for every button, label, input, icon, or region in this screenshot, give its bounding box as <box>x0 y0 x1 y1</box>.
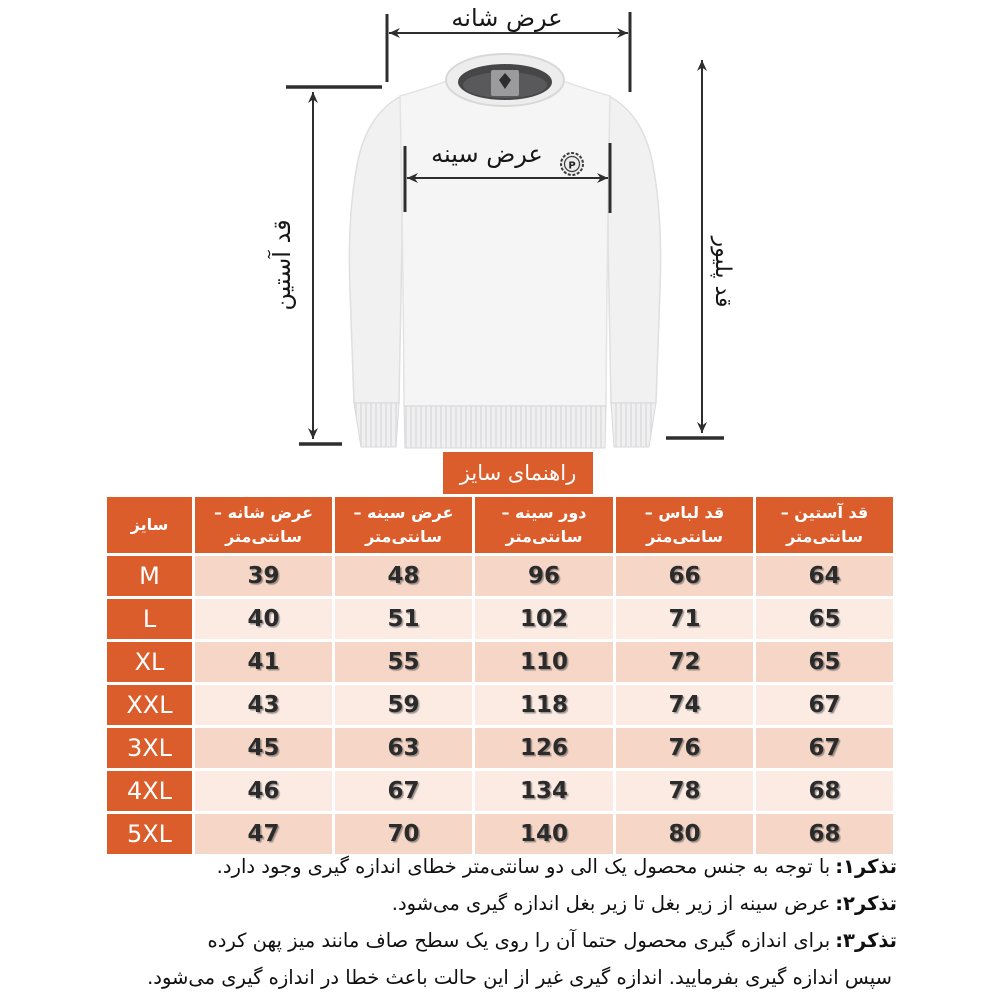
size-cell: 3XL <box>107 728 192 768</box>
table-cell: 68 <box>756 814 893 854</box>
header-line: قد آستین – <box>780 503 869 522</box>
size-cell: L <box>107 599 192 639</box>
table-row: 64 66 96 48 39 M <box>107 556 893 596</box>
table-row: 67 74 118 59 43 XXL <box>107 685 893 725</box>
header-row: قد آستین – سانتی‌متر قد لباس – سانتی‌متر… <box>107 497 893 553</box>
table-cell: 80 <box>616 814 753 854</box>
neck-label-logo-icon <box>499 73 511 89</box>
chest-width-label: عرض سینه <box>431 140 543 168</box>
table-cell: 76 <box>616 728 753 768</box>
table-cell: 102 <box>475 599 613 639</box>
table-cell: 40 <box>195 599 332 639</box>
size-cell: 5XL <box>107 814 192 854</box>
torso <box>399 77 611 407</box>
table-row: 65 72 110 55 41 XL <box>107 642 893 682</box>
size-guide-title: راهنمای سایز <box>443 452 593 494</box>
table-cell: 64 <box>756 556 893 596</box>
note-text: برای اندازه گیری محصول حتما آن را روی یک… <box>207 929 831 952</box>
header-unit: سانتی‌متر <box>786 527 863 546</box>
table-cell: 71 <box>616 599 753 639</box>
size-cell: XXL <box>107 685 192 725</box>
left-sleeve <box>348 94 403 404</box>
size-table: قد آستین – سانتی‌متر قد لباس – سانتی‌متر… <box>104 494 896 857</box>
note-text: با توجه به جنس محصول یک الی دو سانتی‌متر… <box>216 855 831 878</box>
table-cell: 51 <box>335 599 472 639</box>
chest-logo-letter: P <box>568 161 575 172</box>
header-line: دور سینه – <box>501 503 587 522</box>
table-cell: 67 <box>335 771 472 811</box>
note-prefix: تذکر۱: <box>835 855 897 878</box>
size-cell: 4XL <box>107 771 192 811</box>
table-row: 65 71 102 51 40 L <box>107 599 893 639</box>
table-cell: 39 <box>195 556 332 596</box>
note-prefix: تذکر۳: <box>835 929 897 952</box>
table-cell: 67 <box>756 728 893 768</box>
column-header-chest-width: عرض سینه – سانتی‌متر <box>335 497 472 553</box>
note-text: عرض سینه از زیر بغل تا زیر بغل اندازه گی… <box>391 892 831 915</box>
table-cell: 140 <box>475 814 613 854</box>
table-cell: 118 <box>475 685 613 725</box>
header-unit: سانتی‌متر <box>646 527 723 546</box>
table-cell: 55 <box>335 642 472 682</box>
shoulder-width-label: عرض شانه <box>451 4 562 32</box>
header-line: عرض سینه – <box>353 503 454 522</box>
size-cell: XL <box>107 642 192 682</box>
table-cell: 45 <box>195 728 332 768</box>
header-unit: سانتی‌متر <box>225 527 302 546</box>
header-line: عرض شانه – <box>214 503 313 522</box>
sweater-image: P <box>348 53 662 449</box>
table-cell: 47 <box>195 814 332 854</box>
table-cell: 41 <box>195 642 332 682</box>
sleeve-length-label: قد آستین <box>267 219 296 310</box>
right-sleeve <box>607 94 662 404</box>
table-cell: 48 <box>335 556 472 596</box>
column-header-sleeve-length: قد آستین – سانتی‌متر <box>756 497 893 553</box>
table-cell: 70 <box>335 814 472 854</box>
measurement-notes: تذکر۱:با توجه به جنس محصول یک الی دو سان… <box>105 852 897 1000</box>
table-cell: 43 <box>195 685 332 725</box>
header-line: قد لباس – <box>644 503 725 522</box>
table-cell: 134 <box>475 771 613 811</box>
table-row: 67 76 126 63 45 3XL <box>107 728 893 768</box>
header-unit: سانتی‌متر <box>365 527 442 546</box>
column-header-size: سایز <box>107 497 192 553</box>
table-row: 68 78 134 67 46 4XL <box>107 771 893 811</box>
left-cuff <box>353 402 400 448</box>
right-cuff <box>610 402 657 448</box>
table-cell: 65 <box>756 642 893 682</box>
measurement-diagram: P عرض شانه عرض سینه قد آستین قد پلیور <box>267 4 735 449</box>
table-cell: 68 <box>756 771 893 811</box>
table-cell: 110 <box>475 642 613 682</box>
table-cell: 72 <box>616 642 753 682</box>
table-cell: 59 <box>335 685 472 725</box>
column-header-shoulder-width: عرض شانه – سانتی‌متر <box>195 497 332 553</box>
column-header-bust-circumference: دور سینه – سانتی‌متر <box>475 497 613 553</box>
measurement-arrows <box>286 12 724 446</box>
table-cell: 65 <box>756 599 893 639</box>
note-line: تذکر۱:با توجه به جنس محصول یک الی دو سان… <box>105 852 897 882</box>
garment-length-label: قد پلیور <box>710 235 735 307</box>
size-cell: M <box>107 556 192 596</box>
note-text: سپس اندازه گیری بفرمایید. اندازه گیری غی… <box>147 966 892 989</box>
table-cell: 78 <box>616 771 753 811</box>
table-cell: 67 <box>756 685 893 725</box>
table-cell: 46 <box>195 771 332 811</box>
table-cell: 96 <box>475 556 613 596</box>
hem-band <box>403 405 607 449</box>
chest-logo-icon: P <box>560 152 584 176</box>
column-header-garment-length: قد لباس – سانتی‌متر <box>616 497 753 553</box>
table-cell: 74 <box>616 685 753 725</box>
table-cell: 66 <box>616 556 753 596</box>
table-cell: 63 <box>335 728 472 768</box>
note-line: سپس اندازه گیری بفرمایید. اندازه گیری غی… <box>105 963 897 993</box>
note-prefix: تذکر۲: <box>835 892 897 915</box>
header-unit: سانتی‌متر <box>505 527 583 546</box>
table-row: 68 80 140 70 47 5XL <box>107 814 893 854</box>
note-line: تذکر۳:برای اندازه گیری محصول حتما آن را … <box>105 926 898 956</box>
note-line: تذکر۲:عرض سینه از زیر بغل تا زیر بغل اند… <box>105 889 897 919</box>
table-cell: 126 <box>475 728 613 768</box>
